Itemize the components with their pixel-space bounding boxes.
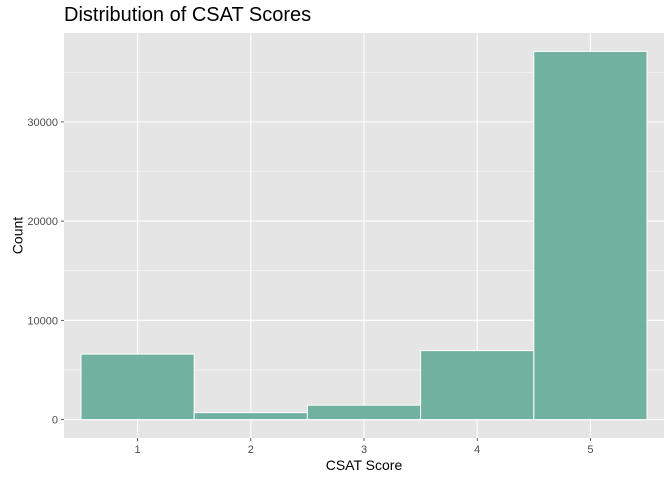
bar-2 (193, 412, 308, 421)
y-tick-label: 20000 (27, 216, 58, 228)
y-tick-label: 30000 (27, 117, 58, 129)
x-tick-label: 1 (135, 444, 141, 456)
bars (80, 50, 648, 421)
x-tick-label: 5 (587, 444, 593, 456)
bar-4 (420, 350, 535, 421)
x-axis-title: CSAT Score (326, 457, 403, 473)
x-tick-label: 2 (248, 444, 254, 456)
y-axis-ticks: 0 10000 20000 30000 (27, 117, 64, 427)
bar-5 (533, 50, 648, 421)
x-tick-label: 3 (361, 444, 367, 456)
bar-3 (306, 404, 422, 421)
chart-title: Distribution of CSAT Scores (64, 4, 312, 26)
x-axis-ticks: 1 2 3 4 5 (135, 438, 593, 456)
y-axis-title: Count (10, 217, 26, 254)
bar-1 (80, 353, 195, 421)
y-tick-label: 0 (52, 415, 58, 427)
x-tick-label: 4 (474, 444, 480, 456)
y-tick-label: 10000 (27, 315, 58, 327)
